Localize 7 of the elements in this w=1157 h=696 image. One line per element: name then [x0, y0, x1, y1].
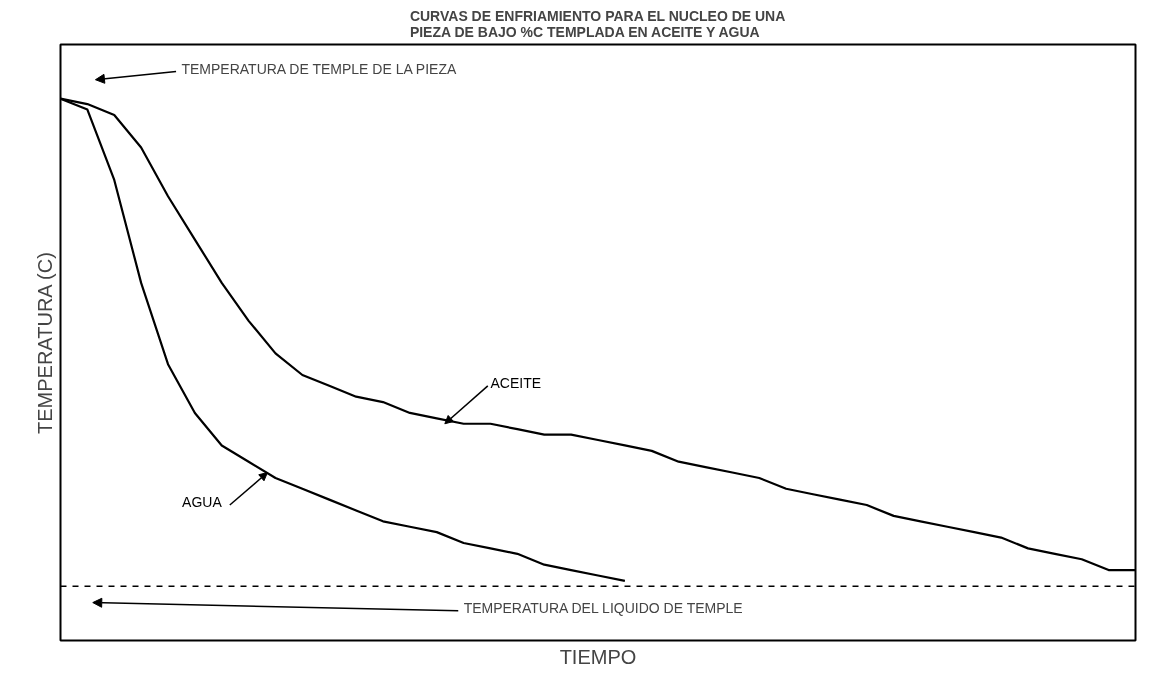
- text: ACEITE: [490, 375, 542, 392]
- text: TEMPERATURA DE TEMPLE DE LA PIEZA: [181, 61, 457, 78]
- x-axis-title: TIEMPO: [559, 645, 637, 668]
- y-axis-title: TEMPERATURA (C): [33, 252, 56, 434]
- ref-line-label: TEMPERATURA DEL LIQUIDO DE TEMPLE: [463, 600, 743, 617]
- chart-title: CURVAS DE ENFRIAMIENTO PARA EL NUCLEO DE UNA PIEZA DE BAJO %C TEMPLADA EN ACEITE Y AGUA: [409, 7, 786, 40]
- text: AGUA: [182, 494, 223, 511]
